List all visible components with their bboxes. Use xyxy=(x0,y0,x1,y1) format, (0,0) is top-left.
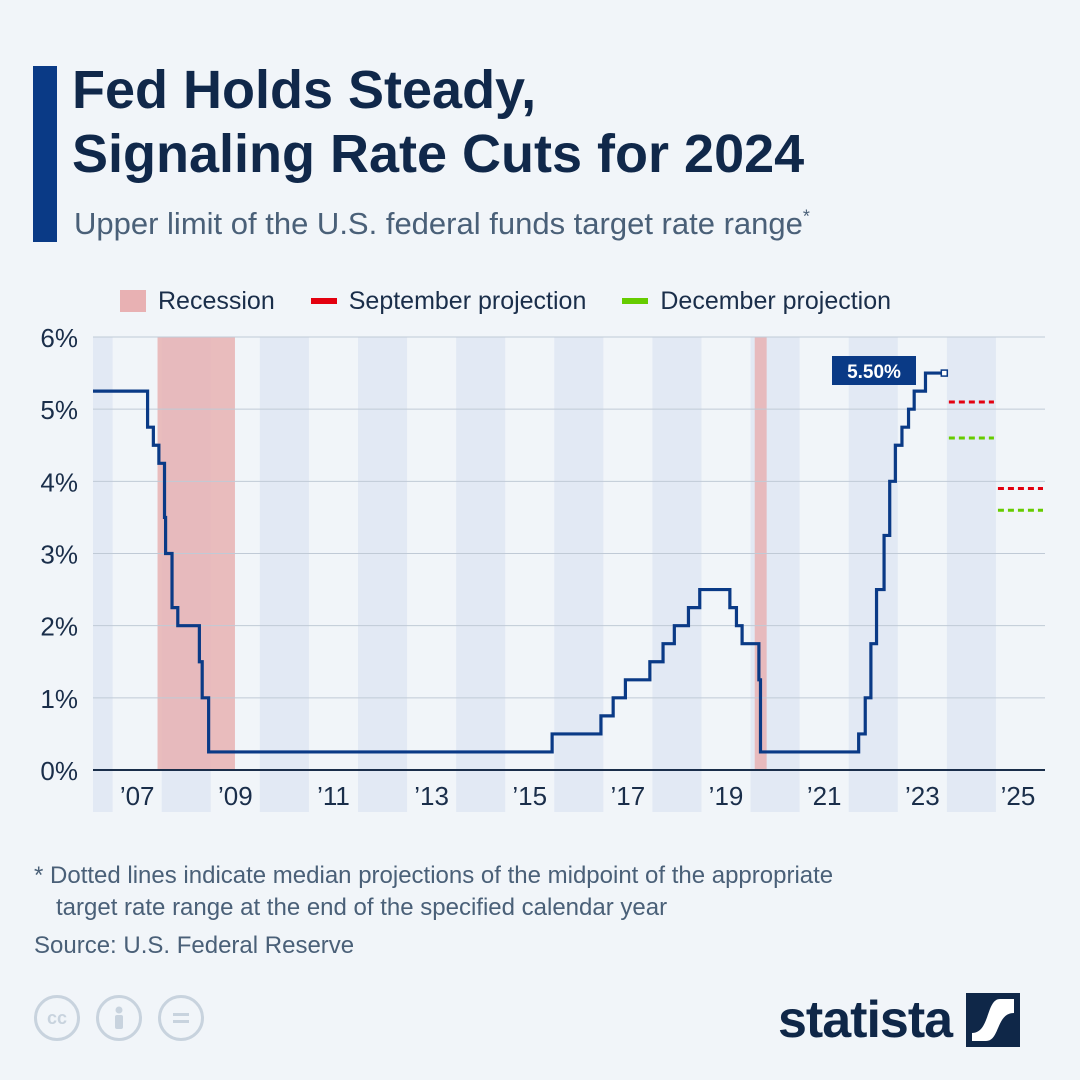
legend-swatch-september xyxy=(310,298,337,304)
y-tick-label: 0% xyxy=(40,756,78,786)
legend-label-recession: Recession xyxy=(158,286,275,315)
footnote: * Dotted lines indicate median projectio… xyxy=(34,860,1034,924)
legend-swatch-recession xyxy=(120,290,146,312)
legend-label-december: December projection xyxy=(660,286,892,315)
legend-item-september: September projection xyxy=(310,286,587,316)
license-icons: cc xyxy=(34,995,220,1041)
year-band xyxy=(554,337,604,812)
x-tick-label: ’17 xyxy=(611,781,646,811)
year-band xyxy=(848,337,898,812)
nd-icon[interactable] xyxy=(158,995,204,1041)
brand-name: statista xyxy=(778,991,953,1049)
legend-label-september: September projection xyxy=(348,286,587,315)
footnote-line-2: target rate range at the end of the spec… xyxy=(56,894,668,921)
y-tick-label: 6% xyxy=(40,323,78,353)
last-point-marker xyxy=(940,369,949,377)
x-tick-label: ’11 xyxy=(317,781,350,811)
legend-item-december: December projection xyxy=(622,287,891,316)
chart-subtitle: Upper limit of the U.S. federal funds ta… xyxy=(74,206,1054,242)
y-tick-label: 1% xyxy=(40,684,78,714)
value-label: 5.50% xyxy=(847,362,901,383)
y-tick-label: 4% xyxy=(40,467,78,497)
year-band xyxy=(259,337,309,812)
year-band xyxy=(946,337,996,812)
year-band xyxy=(93,337,113,812)
subtitle-text: Upper limit of the U.S. federal funds ta… xyxy=(74,206,803,241)
x-tick-label: ’21 xyxy=(807,781,842,811)
x-tick-label: ’07 xyxy=(120,781,155,811)
year-band xyxy=(652,337,702,812)
statista-logo[interactable]: statista xyxy=(778,990,1021,1050)
source-note: Source: U.S. Federal Reserve xyxy=(34,932,355,959)
x-tick-label: ’09 xyxy=(218,781,253,811)
x-tick-label: ’19 xyxy=(709,781,744,811)
statista-logo-icon xyxy=(966,993,1021,1047)
rate-chart: 0% 1% 2% 3% 4% 5% 6% ’07 ’09 ’11 ’13 ’15 ’17 ’19 ’21 ’2… xyxy=(40,323,1045,812)
cc-icon[interactable]: cc xyxy=(34,995,80,1041)
page-title: Fed Holds Steady, Signaling Rate Cuts fo… xyxy=(72,58,1052,186)
x-tick-label: ’25 xyxy=(1001,781,1036,811)
x-tick-label: ’23 xyxy=(905,781,940,811)
y-tick-label: 5% xyxy=(40,395,78,425)
year-band xyxy=(456,337,506,812)
value-label-box xyxy=(832,356,916,385)
year-band xyxy=(357,337,408,812)
legend-swatch-december xyxy=(622,298,649,304)
legend-item-recession: Recession xyxy=(120,287,275,316)
title-line-2: Signaling Rate Cuts for 2024 xyxy=(72,124,805,184)
x-tick-label: ’13 xyxy=(414,781,449,811)
footnote-line-1: * Dotted lines indicate median projectio… xyxy=(34,862,834,889)
chart-legend: Recession September projection December … xyxy=(120,284,927,318)
subtitle-asterisk: * xyxy=(802,206,810,227)
by-icon[interactable] xyxy=(96,995,142,1041)
rate-series-line xyxy=(93,371,945,754)
x-tick-label: ’15 xyxy=(512,781,547,811)
y-tick-label: 2% xyxy=(40,612,78,642)
title-line-1: Fed Holds Steady, xyxy=(72,60,537,120)
title-accent-bar xyxy=(33,66,57,242)
y-tick-label: 3% xyxy=(40,540,78,570)
